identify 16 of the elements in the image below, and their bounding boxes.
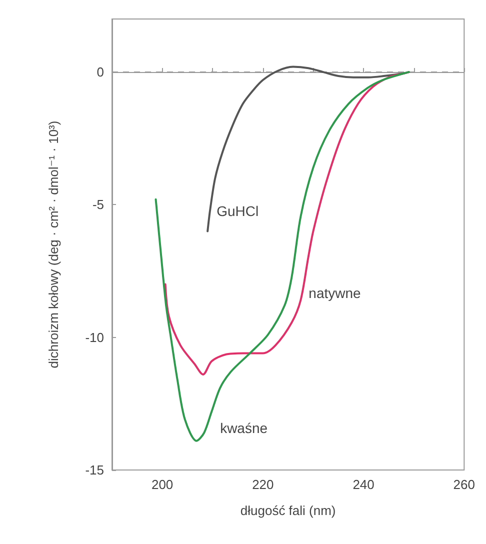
series-label: GuHCl	[216, 203, 259, 220]
y-tick-label: -5	[92, 197, 104, 212]
series-label: kwaśne	[220, 420, 268, 436]
x-tick-label: 240	[352, 477, 374, 492]
x-tick-label: 220	[252, 477, 274, 492]
x-axis-title: długość fali (nm)	[240, 503, 336, 518]
series-label: natywne	[308, 285, 362, 302]
y-axis-title: dichroizm kołowy (deg · cm² · dmol⁻¹ · 10³)	[46, 120, 61, 368]
y-tick-label: -10	[85, 330, 104, 345]
line-series	[164, 71, 410, 376]
line-series	[154, 71, 410, 442]
y-tick-label: 0	[96, 64, 104, 80]
x-tick-label: 200	[151, 477, 174, 492]
x-tick-label: 260	[453, 477, 476, 492]
line-series	[206, 66, 410, 232]
y-tick-label: -15	[85, 462, 104, 478]
